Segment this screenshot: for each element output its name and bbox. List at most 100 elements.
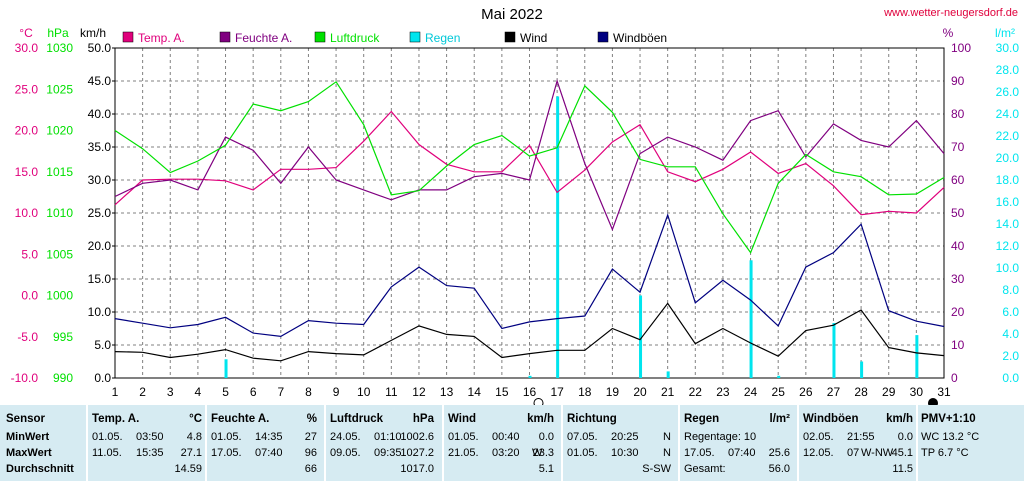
- website-url[interactable]: www.wetter-neugersdorf.de: [884, 7, 1018, 19]
- direction-max-time: 10:30: [611, 447, 639, 459]
- rain-bar: [639, 295, 643, 378]
- x-axis-tick: 5: [222, 385, 229, 399]
- x-axis-tick: 31: [937, 385, 951, 399]
- rain-days: Regentage: 10: [684, 431, 757, 443]
- series-line-feuchte-a-: [114, 78, 945, 232]
- rowlabel-min: MinWert: [6, 431, 50, 443]
- pressure-axis-tick: 1020: [46, 124, 73, 138]
- wind-axis-tick: 20.0: [88, 239, 112, 253]
- temp-axis-tick: 10.0: [15, 206, 39, 220]
- wind-min-time: 00:40: [492, 431, 520, 443]
- x-axis-tick: 20: [633, 385, 647, 399]
- humidity-axis-tick: 80: [951, 107, 965, 121]
- rowlabel-sensor: Sensor: [6, 413, 45, 425]
- temp-axis-tick: 25.0: [15, 82, 39, 96]
- legend-swatch: [409, 31, 421, 43]
- summary-panel: Sensor MinWert MaxWert Durchschnitt Temp…: [0, 405, 1024, 481]
- gusts-title: Windböen: [803, 413, 859, 425]
- x-axis-tick: 25: [772, 385, 786, 399]
- rain-axis-tick: 6.0: [1002, 305, 1019, 319]
- temp-axis-tick: 0.0: [21, 289, 38, 303]
- humidity-axis-tick: 0: [951, 371, 958, 385]
- separator: [916, 405, 918, 481]
- pressure-axis-unit: hPa: [47, 26, 69, 40]
- separator: [324, 405, 326, 481]
- rain-axis-tick: 24.0: [996, 107, 1020, 121]
- rain-bar: [832, 323, 836, 378]
- direction-max-date: 01.05.: [567, 447, 598, 459]
- x-axis-tick: 12: [412, 385, 426, 399]
- wind-unit: km/h: [527, 413, 554, 425]
- gusts-min-date: 02.05.: [803, 431, 834, 443]
- gusts-max-time: 07: [847, 447, 860, 459]
- gusts-unit: km/h: [886, 413, 913, 425]
- humidity-avg-value: 66: [304, 463, 317, 475]
- x-axis-tick: 22: [689, 385, 703, 399]
- x-axis-tick: 2: [139, 385, 146, 399]
- rain-max-time: 07:40: [728, 447, 756, 459]
- gusts-max-direction: W-NW: [861, 447, 894, 459]
- rain-max-value: 25.6: [768, 447, 790, 459]
- separator: [86, 405, 88, 481]
- legend-label: Luftdruck: [330, 31, 380, 45]
- rain-total-value: 56.0: [768, 463, 790, 475]
- humidity-axis-tick: 20: [951, 305, 965, 319]
- humidity-axis-tick: 100: [951, 41, 971, 55]
- direction-avg-value: S-SW: [642, 463, 671, 475]
- temp-unit: °C: [189, 413, 202, 425]
- wind-min-date: 01.05.: [448, 431, 479, 443]
- x-axis-tick: 27: [827, 385, 841, 399]
- wind-title: Wind: [448, 413, 476, 425]
- wind-axis-unit: km/h: [80, 26, 106, 40]
- pressure-min-value: 1002.6: [400, 431, 434, 443]
- rain-total-label: Gesamt:: [684, 463, 726, 475]
- x-axis-tick: 23: [716, 385, 730, 399]
- wind-axis-tick: 15.0: [88, 272, 112, 286]
- x-axis-tick: 6: [250, 385, 257, 399]
- wind-max-direction: W: [532, 447, 543, 459]
- separator: [205, 405, 207, 481]
- gusts-min-time: 21:55: [847, 431, 875, 443]
- pressure-min-date: 24.05.: [330, 431, 361, 443]
- humidity-axis-tick: 90: [951, 74, 965, 88]
- x-axis-tick: 7: [277, 385, 284, 399]
- rain-bar: [556, 96, 560, 379]
- pressure-axis-tick: 1025: [46, 82, 73, 96]
- temp-axis-unit: °C: [19, 26, 33, 40]
- x-axis-tick: 16: [523, 385, 537, 399]
- rain-bar: [666, 371, 670, 378]
- pressure-max-time: 09:35: [374, 447, 402, 459]
- pressure-axis-tick: 1015: [46, 165, 73, 179]
- x-axis-tick: 3: [167, 385, 174, 399]
- rain-axis-tick: 22.0: [996, 129, 1020, 143]
- humidity-max-time: 07:40: [255, 447, 283, 459]
- rain-max-date: 17.05.: [684, 447, 715, 459]
- direction-title: Richtung: [567, 413, 617, 425]
- x-axis-tick: 21: [661, 385, 675, 399]
- summary-gusts: Windböen km/h 02.05. 21:55 0.0 12.05. 07…: [803, 405, 915, 481]
- x-axis-tick: 30: [910, 385, 924, 399]
- wind-axis-tick: 30.0: [88, 173, 112, 187]
- rain-axis-tick: 30.0: [996, 41, 1020, 55]
- temp-axis-tick: -10.0: [11, 371, 39, 385]
- series-line-windböen: [114, 213, 945, 338]
- gusts-max-value: 45.1: [891, 447, 913, 459]
- legend-label: Temp. A.: [138, 31, 185, 45]
- rain-axis-tick: 26.0: [996, 85, 1020, 99]
- series-line-wind: [114, 302, 945, 362]
- wind-max-date: 21.05.: [448, 447, 479, 459]
- legend-swatch: [504, 31, 516, 43]
- weather-chart: 30.025.020.015.010.05.00.0-5.0-10.010301…: [11, 26, 1020, 405]
- rain-axis-tick: 4.0: [1002, 327, 1019, 341]
- separator: [442, 405, 444, 481]
- pressure-max-value: 1027.2: [400, 447, 434, 459]
- humidity-unit: %: [306, 413, 317, 425]
- x-axis-tick: 10: [357, 385, 371, 399]
- rain-bar: [860, 361, 864, 378]
- pressure-axis-tick: 1005: [46, 247, 73, 261]
- rain-axis-tick: 20.0: [996, 151, 1020, 165]
- humidity-axis-tick: 60: [951, 173, 965, 187]
- humidity-axis-tick: 10: [951, 338, 965, 352]
- legend-label: Regen: [425, 31, 460, 45]
- pressure-axis-tick: 1000: [46, 289, 73, 303]
